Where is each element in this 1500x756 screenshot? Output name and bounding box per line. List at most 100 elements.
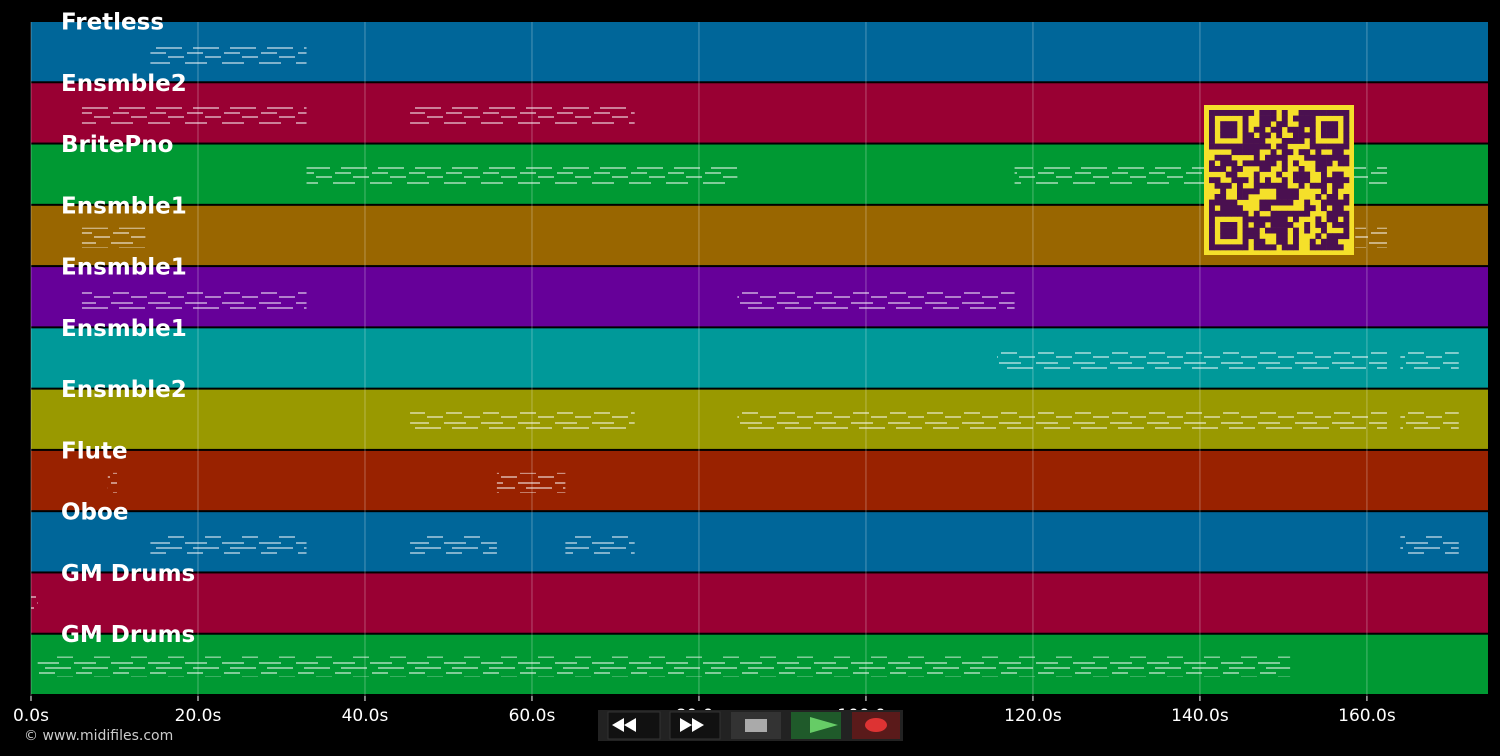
qr-cell	[1259, 182, 1266, 189]
qr-cell	[1220, 188, 1227, 195]
qr-cell	[1209, 143, 1215, 150]
note-segment	[1400, 350, 1459, 371]
track-row	[31, 450, 1488, 511]
x-tick-label: 0.0s	[13, 706, 49, 726]
qr-cell	[1304, 222, 1311, 228]
note-segment	[31, 595, 38, 616]
record-button[interactable]	[852, 712, 900, 739]
x-tick-label: 120.0s	[1004, 706, 1062, 726]
qr-cell	[1259, 205, 1266, 212]
track-label: BritePno	[61, 132, 173, 158]
forward-button[interactable]	[669, 711, 721, 740]
qr-cell	[1315, 182, 1322, 189]
qr-cell	[1209, 244, 1215, 251]
qr-cell	[1276, 132, 1283, 139]
qr-cell	[1315, 149, 1322, 156]
qr-cell	[1321, 188, 1327, 195]
qr-cell	[1253, 244, 1260, 251]
qr-cell	[1326, 154, 1333, 161]
qr-cell	[1225, 110, 1232, 116]
track-label: GM Drums	[61, 561, 195, 587]
qr-cell	[1332, 238, 1339, 245]
qr-cell	[1242, 233, 1249, 240]
qr-cell	[1259, 115, 1266, 122]
qr-cell	[1293, 160, 1299, 167]
qr-cell	[1281, 238, 1288, 245]
qr-cell	[1225, 199, 1232, 206]
qr-cell	[1332, 126, 1339, 133]
qr-cell	[1209, 210, 1215, 217]
qr-cell	[1220, 210, 1227, 217]
qr-cell	[1259, 216, 1266, 223]
qr-cell	[1309, 126, 1316, 133]
qr-cell	[1259, 199, 1266, 206]
qr-cell	[1321, 126, 1327, 133]
qr-cell	[1298, 115, 1305, 122]
qr-cell	[1220, 126, 1227, 133]
qr-cell	[1337, 244, 1344, 251]
qr-cell	[1209, 199, 1215, 206]
qr-cell	[1265, 244, 1271, 251]
qr-cell	[1248, 149, 1255, 156]
qr-cell	[1287, 222, 1294, 228]
qr-cell	[1242, 110, 1249, 116]
qr-cell	[1276, 182, 1283, 189]
qr-cell	[1253, 216, 1260, 223]
qr-cell	[1287, 126, 1294, 133]
qr-cell	[1276, 222, 1283, 228]
track-label: Ensmble1	[61, 255, 187, 281]
qr-cell	[1225, 132, 1232, 139]
qr-cell	[1281, 143, 1288, 150]
qr-cell	[1337, 110, 1344, 116]
qr-cell	[1321, 205, 1327, 212]
qr-cell	[1343, 222, 1350, 228]
qr-cell	[1242, 210, 1249, 217]
qr-cell	[1309, 205, 1316, 212]
qr-cell	[1287, 149, 1294, 156]
track-label: Ensmble1	[61, 193, 187, 219]
qr-cell	[1220, 121, 1227, 128]
qr-cell	[1293, 238, 1299, 245]
qr-cell	[1321, 177, 1327, 184]
qr-cell	[1253, 138, 1260, 144]
qr-cell	[1242, 238, 1249, 245]
qr-cell	[1326, 244, 1333, 251]
qr-cell	[1293, 233, 1299, 240]
qr-cell	[1326, 143, 1333, 150]
qr-cell	[1248, 216, 1255, 223]
qr-cell	[1298, 121, 1305, 128]
qr-cell	[1248, 188, 1255, 195]
qr-cell	[1343, 216, 1350, 223]
qr-cell	[1231, 121, 1238, 128]
qr-cell	[1332, 244, 1339, 251]
qr-cell	[1281, 222, 1288, 228]
qr-cell	[1281, 110, 1288, 116]
qr-cell	[1287, 138, 1294, 144]
track-label: Ensmble2	[61, 71, 187, 97]
qr-cell	[1214, 166, 1221, 172]
qr-cell	[1259, 138, 1266, 144]
qr-cell	[1304, 199, 1311, 206]
qr-cell	[1209, 126, 1215, 133]
qr-cell	[1225, 210, 1232, 217]
qr-cell	[1326, 110, 1333, 116]
rewind-button[interactable]	[607, 711, 661, 740]
qr-cell	[1337, 160, 1344, 167]
qr-cell	[1304, 177, 1311, 184]
qr-cell	[1242, 244, 1249, 251]
qr-cell	[1265, 177, 1271, 184]
qr-cell	[1214, 110, 1221, 116]
qr-cell	[1298, 149, 1305, 156]
qr-cell	[1225, 233, 1232, 240]
qr-cell	[1281, 138, 1288, 144]
qr-cell	[1332, 194, 1339, 200]
qr-cell	[1231, 210, 1238, 217]
play-button[interactable]	[791, 712, 841, 739]
stop-button[interactable]	[731, 712, 781, 739]
qr-cell	[1220, 182, 1227, 189]
qr-cell	[1281, 199, 1288, 206]
qr-cell	[1332, 205, 1339, 212]
qr-cell	[1293, 177, 1299, 184]
qr-cell	[1276, 194, 1283, 200]
qr-cell	[1242, 188, 1249, 195]
